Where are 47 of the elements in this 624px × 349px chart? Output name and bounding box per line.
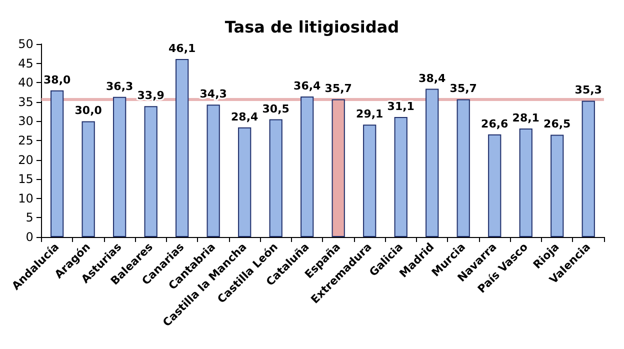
bar bbox=[394, 116, 408, 237]
y-tick-label: 20 bbox=[18, 152, 34, 167]
data-label: 26,5 bbox=[544, 118, 571, 131]
data-label: 38,0 bbox=[44, 73, 71, 86]
y-tick-label: 25 bbox=[18, 134, 34, 148]
bar bbox=[206, 104, 220, 237]
data-label: 34,3 bbox=[200, 88, 227, 101]
data-label: 46,1 bbox=[168, 42, 196, 56]
bar bbox=[176, 59, 189, 237]
y-tick-label: 35 bbox=[18, 94, 34, 109]
y-tick-label: 5 bbox=[26, 210, 34, 225]
data-label: 26,6 bbox=[481, 117, 509, 130]
y-tick-label: 15 bbox=[18, 172, 34, 186]
y-tick-label: 30 bbox=[18, 114, 34, 128]
data-label: 38,4 bbox=[418, 72, 446, 85]
data-label: 36,4 bbox=[294, 79, 322, 92]
data-label: 28,1 bbox=[512, 112, 540, 125]
bar bbox=[269, 119, 282, 237]
bar bbox=[300, 96, 314, 237]
bar bbox=[582, 100, 595, 237]
bar bbox=[50, 90, 64, 237]
bar bbox=[113, 96, 126, 237]
chart-title: Tasa de litigiosidad bbox=[224, 18, 400, 36]
data-label: 29,1 bbox=[356, 108, 384, 121]
data-label: 31,1 bbox=[387, 100, 414, 113]
data-label: 30,0 bbox=[74, 104, 102, 118]
bar bbox=[82, 121, 95, 237]
data-label: 30,5 bbox=[262, 102, 290, 116]
bar bbox=[363, 124, 376, 237]
y-tick-label: 0 bbox=[26, 230, 34, 244]
bar bbox=[426, 88, 439, 237]
y-tick-label: 40 bbox=[18, 76, 34, 90]
data-label: 35,7 bbox=[324, 82, 352, 96]
bar bbox=[456, 99, 470, 237]
data-label: 35,7 bbox=[450, 82, 477, 96]
bar bbox=[550, 134, 564, 237]
y-tick-label: 45 bbox=[18, 56, 34, 70]
data-label: 33,9 bbox=[137, 89, 164, 102]
data-label: 36,3 bbox=[106, 80, 134, 93]
data-label: 35,3 bbox=[574, 84, 602, 97]
y-tick-label: 10 bbox=[18, 191, 34, 206]
bar bbox=[238, 127, 252, 237]
bar bbox=[488, 134, 502, 237]
data-label: 28,4 bbox=[231, 110, 259, 124]
bar bbox=[144, 106, 158, 237]
bar bbox=[519, 128, 532, 237]
y-tick-label: 50 bbox=[18, 37, 34, 51]
